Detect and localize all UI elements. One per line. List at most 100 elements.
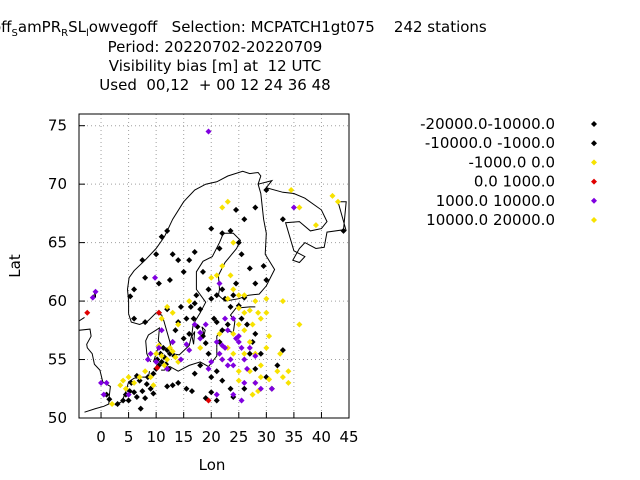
data-point-series-2 <box>279 298 286 305</box>
data-point-series-4 <box>230 391 237 398</box>
data-point-series-2 <box>334 198 341 205</box>
data-point-series-2 <box>125 374 132 381</box>
legend-marker <box>591 159 597 166</box>
data-point-series-1 <box>158 358 165 365</box>
data-point-series-1 <box>139 257 146 264</box>
data-point-series-2 <box>147 374 154 381</box>
data-point-series-1 <box>177 303 184 310</box>
data-point-series-2 <box>263 344 270 351</box>
data-point-series-4 <box>197 329 204 336</box>
data-point-series-1 <box>172 327 179 334</box>
data-point-series-2 <box>296 204 303 211</box>
data-point-series-4 <box>246 344 253 351</box>
data-point-series-2 <box>186 298 193 305</box>
legend-marker <box>591 178 597 185</box>
data-point-series-1 <box>191 300 198 307</box>
data-point-series-1 <box>224 321 231 328</box>
data-point-series-1 <box>164 383 171 390</box>
data-point-series-4 <box>191 321 198 328</box>
data-point-series-1 <box>216 245 223 252</box>
data-point-series-1 <box>164 227 171 234</box>
data-point-series-2 <box>235 305 242 312</box>
x-tick-label: 10 <box>147 428 166 446</box>
legend-label: -10000.0 -1000.0 <box>425 134 555 152</box>
data-point-series-1 <box>233 206 240 213</box>
x-tick-label: 25 <box>229 428 248 446</box>
data-point-series-2 <box>257 374 264 381</box>
data-point-series-1 <box>180 335 187 342</box>
data-point-series-2 <box>158 315 165 322</box>
data-point-series-1 <box>252 204 259 211</box>
legend-label: -20000.0-10000.0 <box>420 115 555 133</box>
data-point-series-1 <box>183 385 190 392</box>
data-point-series-4 <box>252 379 259 386</box>
legend-label: 10000.0 20000.0 <box>426 211 555 229</box>
data-point-series-1 <box>186 330 193 337</box>
data-point-series-4 <box>183 341 190 348</box>
data-point-series-2 <box>241 350 248 357</box>
legend-label: 1000.0 10000.0 <box>436 192 555 210</box>
data-point-series-1 <box>211 315 217 322</box>
data-point-series-1 <box>131 315 138 322</box>
data-point-series-2 <box>164 303 171 310</box>
data-point-series-1 <box>279 347 286 354</box>
coastline <box>128 179 347 356</box>
data-point-series-1 <box>193 292 200 299</box>
data-point-series-1 <box>219 286 226 293</box>
data-point-series-2 <box>312 222 319 229</box>
data-point-series-2 <box>122 385 129 392</box>
data-point-series-1 <box>241 216 248 223</box>
data-point-series-1 <box>208 295 215 302</box>
data-point-series-4 <box>230 315 237 322</box>
data-point-series-4 <box>103 379 110 386</box>
data-point-series-4 <box>98 379 105 386</box>
data-point-series-1 <box>208 374 215 381</box>
data-point-series-2 <box>266 376 273 383</box>
data-point-series-4 <box>177 356 184 363</box>
data-point-series-4 <box>224 327 231 334</box>
data-point-series-2 <box>285 379 292 386</box>
chart-title-line-1: offSamPRRSLlowvegoff Selection: MCPATCH1… <box>0 18 487 39</box>
data-point-series-1 <box>142 319 149 326</box>
data-point-series-1 <box>180 268 187 275</box>
data-point-series-4 <box>164 365 171 372</box>
data-point-series-2 <box>246 339 253 345</box>
data-point-series-4 <box>144 356 151 363</box>
data-point-series-2 <box>131 379 138 386</box>
data-point-series-4 <box>268 385 275 392</box>
data-point-series-2 <box>150 382 157 389</box>
data-point-series-2 <box>158 353 165 360</box>
data-point-series-2 <box>117 382 124 389</box>
data-point-series-1 <box>230 292 237 299</box>
data-point-series-1 <box>183 315 190 322</box>
data-point-series-1 <box>139 388 146 395</box>
data-point-series-2 <box>241 327 248 334</box>
data-point-series-2 <box>235 292 242 299</box>
data-point-series-2 <box>252 298 259 305</box>
data-point-series-2 <box>120 377 127 384</box>
data-point-series-1 <box>257 350 264 357</box>
legend: -20000.0-10000.0-10000.0 -1000.0-1000.0 … <box>420 115 597 229</box>
legend-marker <box>591 217 597 223</box>
data-point-series-1 <box>131 286 138 293</box>
y-tick-label: 55 <box>48 351 67 369</box>
data-point-series-2 <box>257 315 264 322</box>
data-point-series-1 <box>246 265 253 272</box>
data-point-series-1 <box>208 225 215 232</box>
data-point-series-1 <box>274 362 281 369</box>
coastline <box>78 316 111 413</box>
data-point-series-1 <box>155 280 162 287</box>
data-point-series-2 <box>249 321 256 328</box>
data-point-series-4 <box>153 358 160 365</box>
data-point-series-4 <box>147 350 154 357</box>
data-point-series-2 <box>230 239 237 246</box>
data-point-series-1 <box>169 382 176 389</box>
data-point-series-4 <box>241 379 248 386</box>
data-point-series-2 <box>235 377 242 384</box>
data-point-series-2 <box>227 272 234 279</box>
data-point-series-1 <box>120 397 127 404</box>
data-point-series-1 <box>340 227 347 234</box>
data-point-series-1 <box>205 350 212 357</box>
data-point-series-4 <box>197 335 204 342</box>
